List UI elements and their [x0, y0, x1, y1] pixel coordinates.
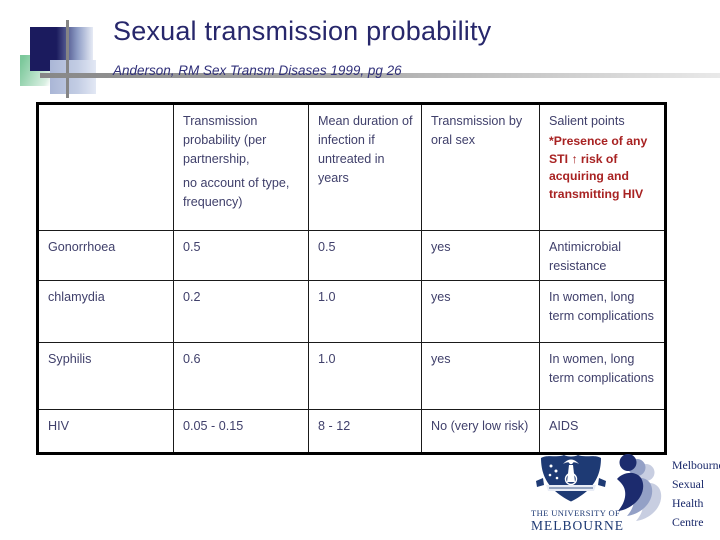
mshc-logo: Melbourne Sexual Health Centre	[616, 452, 720, 538]
mshc-text: Melbourne Sexual Health Centre	[672, 456, 720, 532]
slide-title: Sexual transmission probability	[113, 16, 492, 46]
row-duration: 8 - 12	[308, 408, 422, 454]
unimelb-crest-icon	[536, 455, 606, 502]
row-salient: In women, long term complications	[539, 341, 666, 410]
row-salient: Antimicrobial resistance	[539, 230, 666, 281]
header-probability-line1: Transmission probability (per partnershi…	[183, 114, 267, 166]
unimelb-text-line1: THE UNIVERSITY OF	[531, 508, 621, 518]
mshc-text-line: Health	[672, 496, 704, 510]
header-salient: Salient points *Presence of any STI ↑ ri…	[539, 103, 666, 231]
header-oral-sex: Transmission by oral sex	[421, 103, 540, 231]
header-salient-title: Salient points	[549, 114, 625, 128]
row-oral: yes	[421, 279, 540, 343]
table-row: Syphilis 0.6 1.0 yes In women, long term…	[37, 341, 666, 410]
mshc-text-line: Centre	[672, 515, 704, 529]
row-probability: 0.5	[173, 230, 309, 281]
header-probability: Transmission probability (per partnershi…	[173, 103, 309, 231]
row-oral: yes	[421, 230, 540, 281]
mshc-figures-icon	[617, 454, 662, 521]
row-name: HIV	[37, 408, 174, 454]
mshc-text-line: Melbourne	[672, 458, 720, 472]
row-salient: AIDS	[539, 408, 666, 454]
row-probability: 0.2	[173, 279, 309, 343]
decoration-horizontal-rule	[40, 73, 720, 78]
header-salient-note: *Presence of any STI ↑ risk of acquiring…	[549, 133, 648, 201]
row-duration: 0.5	[308, 230, 422, 281]
row-name: Syphilis	[37, 341, 174, 410]
row-probability: 0.05 - 0.15	[173, 408, 309, 454]
row-oral: yes	[421, 341, 540, 410]
row-probability: 0.6	[173, 341, 309, 410]
unimelb-text-line2: MELBOURNE	[531, 518, 624, 533]
university-of-melbourne-logo: THE UNIVERSITY OF MELBOURNE	[531, 452, 624, 534]
header-probability-line2: no account of type, frequency)	[183, 175, 290, 209]
table-row: HIV 0.05 - 0.15 8 - 12 No (very low risk…	[37, 408, 666, 454]
table-row: Gonorrhoea 0.5 0.5 yes Antimicrobial res…	[37, 230, 666, 281]
row-name: chlamydia	[37, 279, 174, 343]
header-duration: Mean duration of infection if untreated …	[308, 103, 422, 231]
mshc-text-line: Sexual	[672, 477, 705, 491]
row-salient: In women, long term complications	[539, 279, 666, 343]
header-empty-cell	[37, 103, 174, 231]
row-duration: 1.0	[308, 279, 422, 343]
table-row: chlamydia 0.2 1.0 yes In women, long ter…	[37, 279, 666, 343]
row-duration: 1.0	[308, 341, 422, 410]
table-header-row: Transmission probability (per partnershi…	[37, 103, 666, 231]
decoration-vertical-line	[66, 20, 69, 98]
citation-subtitle: Anderson, RM Sex Transm Disases 1999, pg…	[113, 63, 402, 78]
transmission-table: Transmission probability (per partnershi…	[36, 102, 667, 455]
row-name: Gonorrhoea	[37, 230, 174, 281]
row-oral: No (very low risk)	[421, 408, 540, 454]
